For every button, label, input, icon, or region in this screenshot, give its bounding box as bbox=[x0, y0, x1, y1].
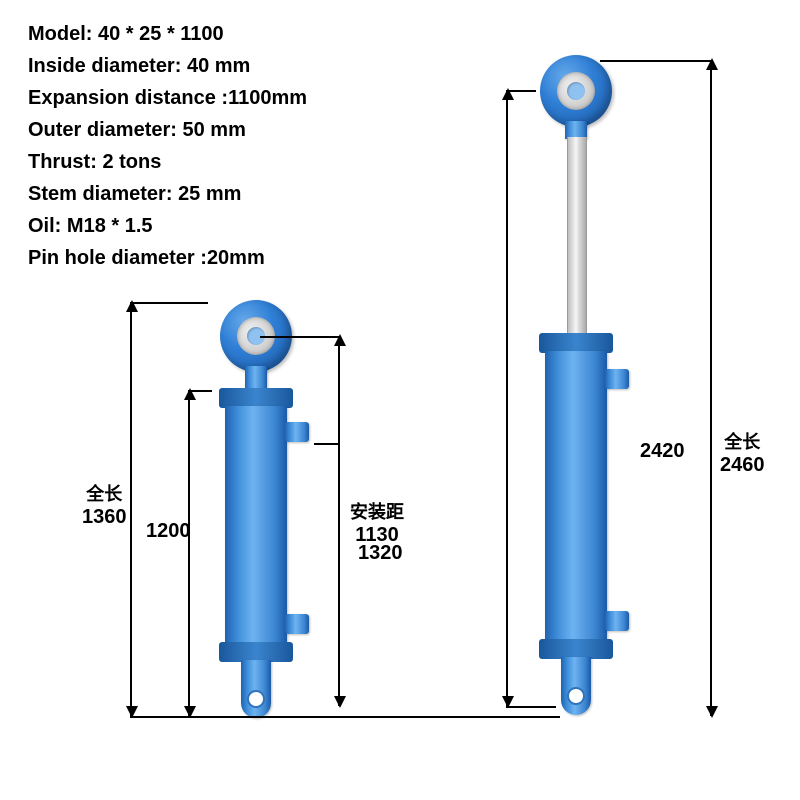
port-lower bbox=[605, 611, 629, 631]
spec-value: 20mm bbox=[207, 247, 265, 269]
spec-value: M18 * 1.5 bbox=[67, 215, 153, 237]
cylinder-cap-bottom bbox=[219, 642, 293, 662]
dim-tick bbox=[130, 302, 208, 304]
mount-tab-bottom bbox=[241, 660, 271, 718]
spec-label: Pin hole diameter : bbox=[28, 247, 207, 269]
cylinder-body bbox=[225, 406, 287, 644]
mount-tab-bottom bbox=[561, 657, 591, 715]
cylinder-body bbox=[545, 351, 607, 641]
spec-label: Stem diameter: bbox=[28, 183, 173, 205]
spec-value: 25 mm bbox=[178, 183, 241, 205]
piston-rod bbox=[567, 137, 587, 335]
dim-tick bbox=[506, 706, 556, 708]
spec-value: 2 tons bbox=[102, 151, 161, 173]
pin-hole-icon bbox=[247, 690, 265, 708]
spec-list: Model: 40 * 25 * 1100 Inside diameter: 4… bbox=[28, 18, 307, 274]
pin-hole-icon bbox=[567, 687, 585, 705]
cylinder-cap-top bbox=[219, 388, 293, 408]
cylinder-cap-bottom bbox=[539, 639, 613, 659]
cylinder-retracted bbox=[205, 300, 325, 730]
dim-line bbox=[338, 336, 340, 706]
dim-tick bbox=[260, 336, 340, 338]
rod-eye-top bbox=[540, 55, 612, 127]
spec-value: 1100mm bbox=[228, 87, 307, 109]
dim-tick bbox=[506, 90, 536, 92]
spec-value: 40 * 25 * 1100 bbox=[98, 23, 224, 45]
port-upper bbox=[605, 369, 629, 389]
cylinder-cap-top bbox=[539, 333, 613, 353]
spec-label: Inside diameter: bbox=[28, 55, 181, 77]
rod-neck bbox=[245, 366, 267, 390]
spec-label: Model: bbox=[28, 23, 92, 45]
spec-label: Thrust: bbox=[28, 151, 97, 173]
dim-tick bbox=[314, 443, 340, 445]
spec-label: Oil: bbox=[28, 215, 61, 237]
dim-line bbox=[710, 60, 712, 716]
dim-line bbox=[506, 90, 508, 706]
dim-label: 1320 bbox=[358, 542, 403, 565]
dim-tick bbox=[188, 390, 212, 392]
port-upper bbox=[285, 422, 309, 442]
spec-label: Outer diameter: bbox=[28, 119, 177, 141]
port-lower bbox=[285, 614, 309, 634]
spec-value: 40 mm bbox=[187, 55, 250, 77]
spec-label: Expansion distance : bbox=[28, 87, 228, 109]
cylinder-extended bbox=[525, 55, 645, 735]
dim-tick bbox=[600, 60, 712, 62]
dim-label: 2420 bbox=[640, 440, 685, 463]
spec-value: 50 mm bbox=[183, 119, 246, 141]
dim-label: 全长 1360 bbox=[82, 480, 127, 529]
dim-label: 全长 2460 bbox=[720, 428, 765, 477]
dim-label: 1200 bbox=[146, 520, 191, 543]
dim-line bbox=[130, 302, 132, 716]
dim-label: 安装距 1130 bbox=[350, 498, 404, 547]
dim-line bbox=[188, 390, 190, 716]
